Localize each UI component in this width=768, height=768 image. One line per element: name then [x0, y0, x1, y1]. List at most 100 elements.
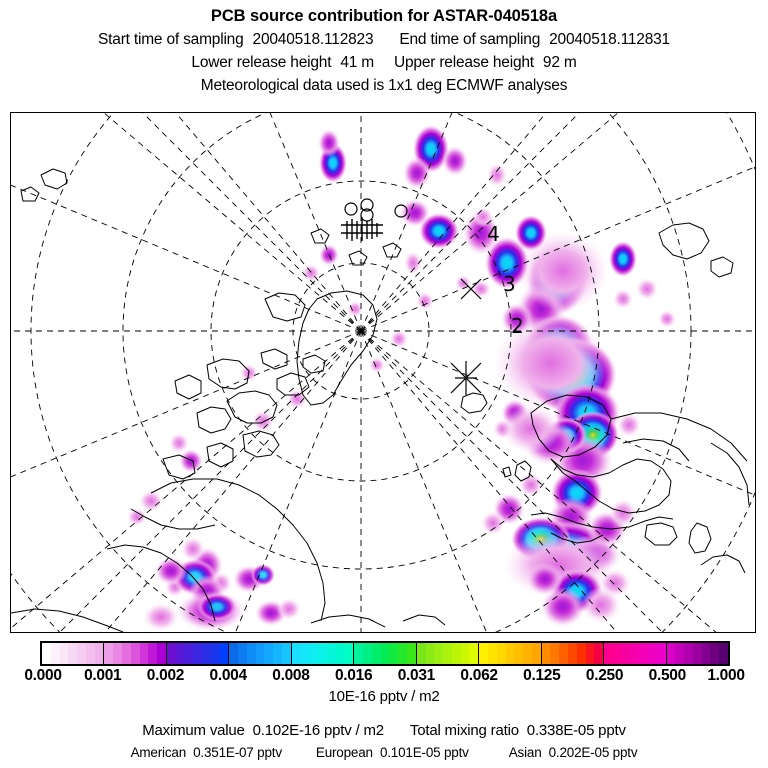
colorbar-swatch — [621, 643, 631, 664]
colorbar-swatch — [647, 643, 657, 664]
colorbar-swatch — [210, 643, 220, 664]
receptor-marker: 4 3 2 — [341, 198, 524, 395]
colorbar-swatch — [505, 643, 515, 664]
colorbar-tick-2: 0.002 — [146, 667, 185, 684]
colorbar-swatch — [238, 643, 247, 664]
colorbar-segment-5 — [354, 643, 417, 664]
colorbar-tick-0: 0.000 — [24, 667, 62, 684]
asian-value: 0.202E-05 pptv — [548, 745, 638, 760]
colorbar-swatch — [416, 643, 426, 664]
colorbar-swatch — [309, 643, 319, 664]
start-time-value: 20040518.112823 — [252, 31, 374, 48]
release-height-line: Lower release height 41 m Upper release he… — [0, 54, 768, 72]
colorbar-swatch — [585, 643, 595, 664]
colorbar-tick-9: 0.250 — [585, 667, 624, 684]
svg-text:4: 4 — [487, 222, 500, 246]
colorbar-swatch — [567, 643, 577, 664]
svg-text:3: 3 — [503, 272, 516, 296]
colorbar-swatch — [193, 643, 203, 664]
colorbar-tick-7: 0.062 — [460, 667, 498, 684]
total-mixing-ratio-label: Total mixing ratio — [409, 722, 519, 739]
colorbar-swatch — [363, 643, 372, 664]
colorbar-segment-10 — [666, 643, 728, 664]
colorbar-tick-labels: 0.000 0.001 0.002 0.004 0.008 0.016 0.031 0.062… — [0, 667, 768, 687]
maximum-value: 0.102E-16 pptv / m2 — [252, 722, 384, 739]
colorbar-swatch — [443, 643, 452, 664]
colorbar-tick-3: 0.004 — [209, 667, 248, 684]
colorbar-segment-0 — [42, 643, 105, 664]
colorbar-swatch — [335, 643, 345, 664]
colorbar-swatch — [264, 643, 274, 664]
total-mixing-ratio-value: 0.338E-05 pptv — [526, 722, 626, 739]
colorbar-swatch — [434, 643, 444, 664]
colorbar-tick-5: 0.016 — [334, 667, 373, 684]
american-label: American — [130, 745, 187, 760]
colorbar-tick-11: 1.000 — [707, 667, 745, 684]
colorbar-tick-10: 0.500 — [648, 667, 687, 684]
colorbar-swatch — [354, 643, 364, 664]
colorbar-swatch — [85, 643, 95, 664]
map-plot-area: 4 3 2 — [10, 112, 756, 633]
colorbar-swatch — [300, 643, 310, 664]
colorbar-swatch — [514, 643, 524, 664]
colorbar-swatch — [130, 643, 140, 664]
colorbar-swatch — [675, 643, 685, 664]
met-data-line: Meteorological data used is 1x1 deg ECMW… — [200, 77, 568, 94]
colorbar-swatch — [656, 643, 666, 664]
colorbar-swatch — [604, 643, 613, 664]
colorbar-swatch — [148, 643, 158, 664]
colorbar-swatch — [219, 643, 229, 664]
colorbar-swatch — [523, 643, 532, 664]
colorbar-swatch — [684, 643, 693, 664]
colorbar-segment-7 — [479, 643, 542, 664]
colorbar-swatch — [380, 643, 390, 664]
colorbar-swatch — [273, 643, 283, 664]
colorbar-swatch — [719, 643, 728, 664]
colorbar-tick-1: 0.001 — [84, 667, 122, 684]
sampling-time-line: Start time of sampling 20040518.112823 End… — [0, 31, 768, 49]
colorbar-swatch — [531, 643, 541, 664]
colorbar-swatch — [229, 643, 239, 664]
colorbar-swatch — [692, 643, 702, 664]
colorbar-swatch — [122, 643, 131, 664]
upper-release-height-value: 92 m — [542, 54, 577, 71]
colorbar — [40, 641, 730, 666]
colorbar-tick-6: 0.031 — [397, 667, 436, 684]
colorbar-segment-6 — [416, 643, 480, 664]
header: PCB source contribution for ASTAR-040518… — [0, 0, 768, 95]
colorbar-swatch — [639, 643, 648, 664]
colorbar-segment-2 — [166, 643, 230, 664]
colorbar-swatch — [175, 643, 185, 664]
end-time-value: 20040518.112831 — [549, 31, 670, 48]
colorbar-swatch — [166, 643, 176, 664]
lower-release-height-label: Lower release height — [191, 54, 332, 71]
colorbar-swatch — [59, 643, 69, 664]
longitude-meridians — [11, 113, 755, 632]
colorbar-swatch — [371, 643, 381, 664]
colorbar-swatch — [318, 643, 327, 664]
colorbar-swatch — [559, 643, 568, 664]
colorbar-swatch — [541, 643, 551, 664]
colorbar-swatch — [246, 643, 256, 664]
svg-text:2: 2 — [511, 314, 524, 338]
colorbar-swatch — [398, 643, 407, 664]
start-time-label: Start time of sampling — [98, 31, 244, 48]
colorbar-segment-4 — [291, 643, 355, 664]
colorbar-swatch — [406, 643, 416, 664]
european-label: European — [315, 745, 373, 760]
colorbar-swatch — [612, 643, 622, 664]
colorbar-swatch — [42, 643, 51, 664]
colorbar-swatch — [291, 643, 301, 664]
colorbar-swatch — [282, 643, 291, 664]
colorbar-swatch — [666, 643, 676, 664]
american-value: 0.351E-07 pptv — [193, 745, 282, 760]
colorbar-swatch — [460, 643, 470, 664]
polar-stereographic-map: 4 3 2 — [11, 113, 755, 632]
colorbar-segment-3 — [229, 643, 292, 664]
colorbar-unit-label: 10E-16 pptv / m2 — [328, 688, 440, 705]
colorbar-swatch — [496, 643, 506, 664]
colorbar-swatch — [184, 643, 194, 664]
colorbar-swatch — [701, 643, 711, 664]
colorbar-swatch — [576, 643, 586, 664]
